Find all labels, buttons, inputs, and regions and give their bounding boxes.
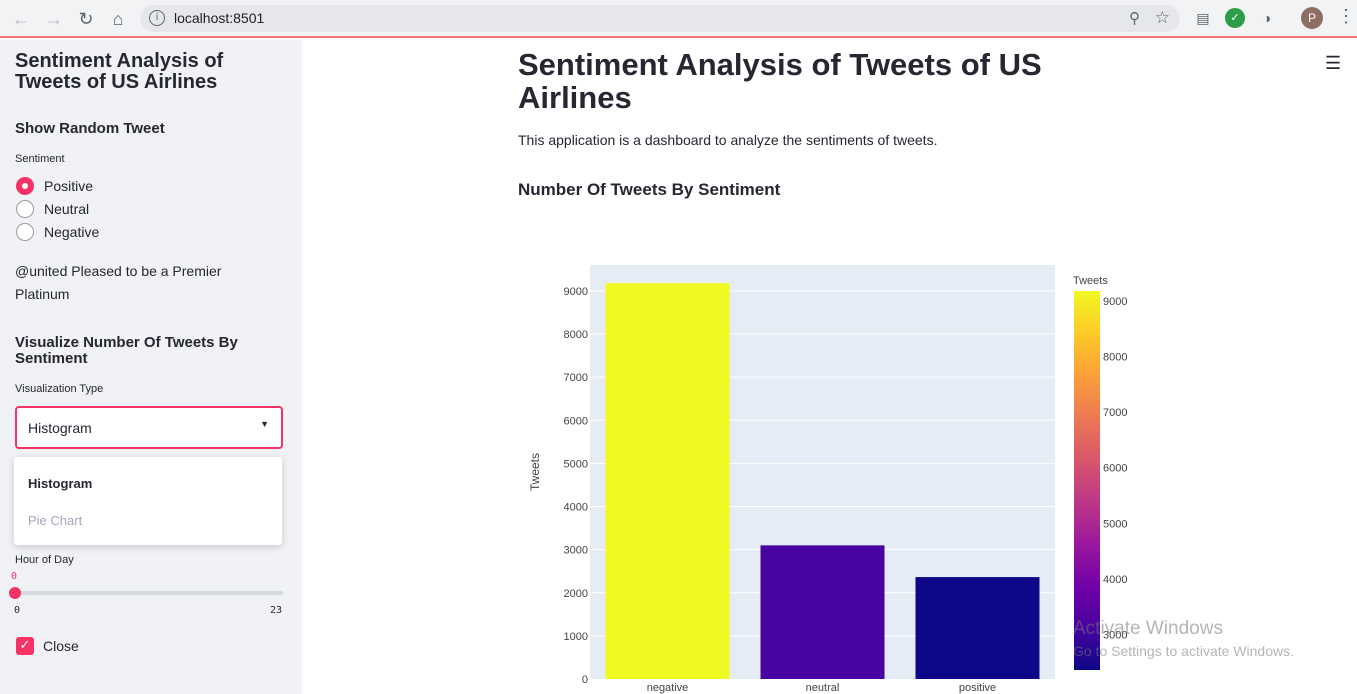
forward-arrow-icon[interactable]: → (45, 9, 63, 29)
colorbar-tick-label: 7000 (1103, 407, 1127, 419)
hour-of-day-label: Hour of Day (15, 554, 74, 566)
y-tick-label: 5000 (564, 458, 588, 470)
bar-neutral (760, 545, 885, 679)
y-tick-label: 0 (582, 674, 588, 686)
sidebar-title: Sentiment Analysis of Tweets of US Airli… (15, 50, 224, 93)
extension-shield-icon[interactable]: ✓ (1225, 8, 1245, 28)
x-tick-label: neutral (806, 682, 840, 694)
colorbar-tick-label: 8000 (1103, 352, 1127, 364)
hour-slider-thumb[interactable] (9, 587, 21, 599)
x-tick-label: positive (959, 682, 996, 694)
random-tweet-heading: Show Random Tweet (15, 120, 165, 137)
colorbar-tick-label: 9000 (1103, 296, 1127, 308)
radio-unchecked-icon (16, 223, 34, 241)
zoom-icon[interactable]: ⚲ (1129, 10, 1140, 27)
close-checkbox[interactable]: ✓ (16, 637, 34, 655)
radio-label: Neutral (44, 201, 90, 217)
bookmark-star-icon[interactable]: ☆ (1154, 8, 1170, 27)
chart-subheading: Number Of Tweets By Sentiment (518, 180, 781, 199)
chevron-down-icon[interactable]: ▼ (260, 419, 269, 429)
page-description: This application is a dashboard to analy… (518, 132, 938, 148)
radio-label: Positive (44, 178, 94, 194)
extension-chart-icon[interactable]: ▤ (1196, 10, 1210, 26)
slider-current-value: 0 (11, 571, 18, 582)
viz-heading: Visualize Number Of Tweets By Sentiment (15, 334, 238, 367)
back-arrow-icon[interactable]: ← (12, 9, 30, 29)
radio-label: Negative (44, 224, 100, 240)
url-text[interactable]: localhost:8501 (174, 10, 265, 26)
viz-type-label: Visualization Type (15, 383, 104, 395)
profile-avatar[interactable]: P (1301, 7, 1323, 29)
hamburger-menu-icon[interactable]: ☰ (1325, 53, 1342, 73)
radio-checked-icon (16, 177, 34, 195)
slider-min-label: 0 (14, 605, 21, 616)
viz-type-select[interactable]: Histogram ▼ (15, 406, 283, 449)
y-tick-label: 1000 (564, 631, 588, 643)
info-icon[interactable]: i (149, 10, 165, 26)
activate-windows-title: Activate Windows (1073, 618, 1223, 639)
hour-slider-track[interactable] (14, 591, 283, 595)
y-tick-label: 9000 (564, 286, 588, 298)
colorbar-tick-label: 4000 (1103, 574, 1127, 586)
y-tick-label: 6000 (564, 415, 588, 427)
colorbar (1074, 291, 1100, 670)
slider-max-label: 23 (270, 605, 283, 616)
y-tick-label: 3000 (564, 545, 588, 557)
bar-negative (605, 283, 730, 679)
extension-circle-icon[interactable]: ◑ (1262, 10, 1272, 26)
bar-positive (915, 577, 1040, 679)
dropdown-option-histogram[interactable]: Histogram (28, 476, 93, 491)
y-tick-label: 4000 (564, 502, 588, 514)
browser-menu-icon[interactable]: ⋮ (1337, 6, 1355, 26)
y-axis-title: Tweets (528, 453, 542, 491)
random-tweet-text: @united Pleased to be a Premier Platinum (15, 263, 222, 302)
browser-toolbar: ← → ↻ ⌂ i localhost:8501 ⚲ ☆ ▤ ✓ ◑ P ⋮ (0, 0, 1357, 38)
x-tick-label: negative (647, 682, 689, 694)
y-tick-label: 2000 (564, 588, 588, 600)
colorbar-tick-label: 5000 (1103, 518, 1127, 530)
home-icon[interactable]: ⌂ (112, 9, 124, 29)
colorbar-title: Tweets (1073, 275, 1108, 287)
dropdown-option-pie-chart[interactable]: Pie Chart (28, 513, 83, 528)
sidebar: Sentiment Analysis of Tweets of US Airli… (0, 40, 302, 694)
radio-unchecked-icon (16, 200, 34, 218)
address-bar[interactable]: i localhost:8501 ⚲ ☆ (140, 5, 1180, 32)
colorbar-tick-label: 6000 (1103, 463, 1127, 475)
sentiment-label: Sentiment (15, 153, 65, 165)
select-value: Histogram (28, 420, 92, 436)
reload-icon[interactable]: ↻ (78, 9, 94, 29)
close-checkbox-label[interactable]: Close (43, 638, 79, 654)
tweets-bar-chart[interactable]: 0 1000 2000 3000 4000 5000 6000 7000 8000 9000 neg… (510, 255, 1150, 694)
activate-windows-subtitle: Go to Settings to activate Windows. (1073, 643, 1294, 659)
y-tick-label: 8000 (564, 329, 588, 341)
viz-type-dropdown: Histogram Pie Chart (14, 457, 282, 545)
y-tick-label: 7000 (564, 372, 588, 384)
colorbar-tick-label: 3000 (1103, 630, 1127, 642)
page-title: Sentiment Analysis of Tweets of US Airli… (518, 47, 1042, 115)
